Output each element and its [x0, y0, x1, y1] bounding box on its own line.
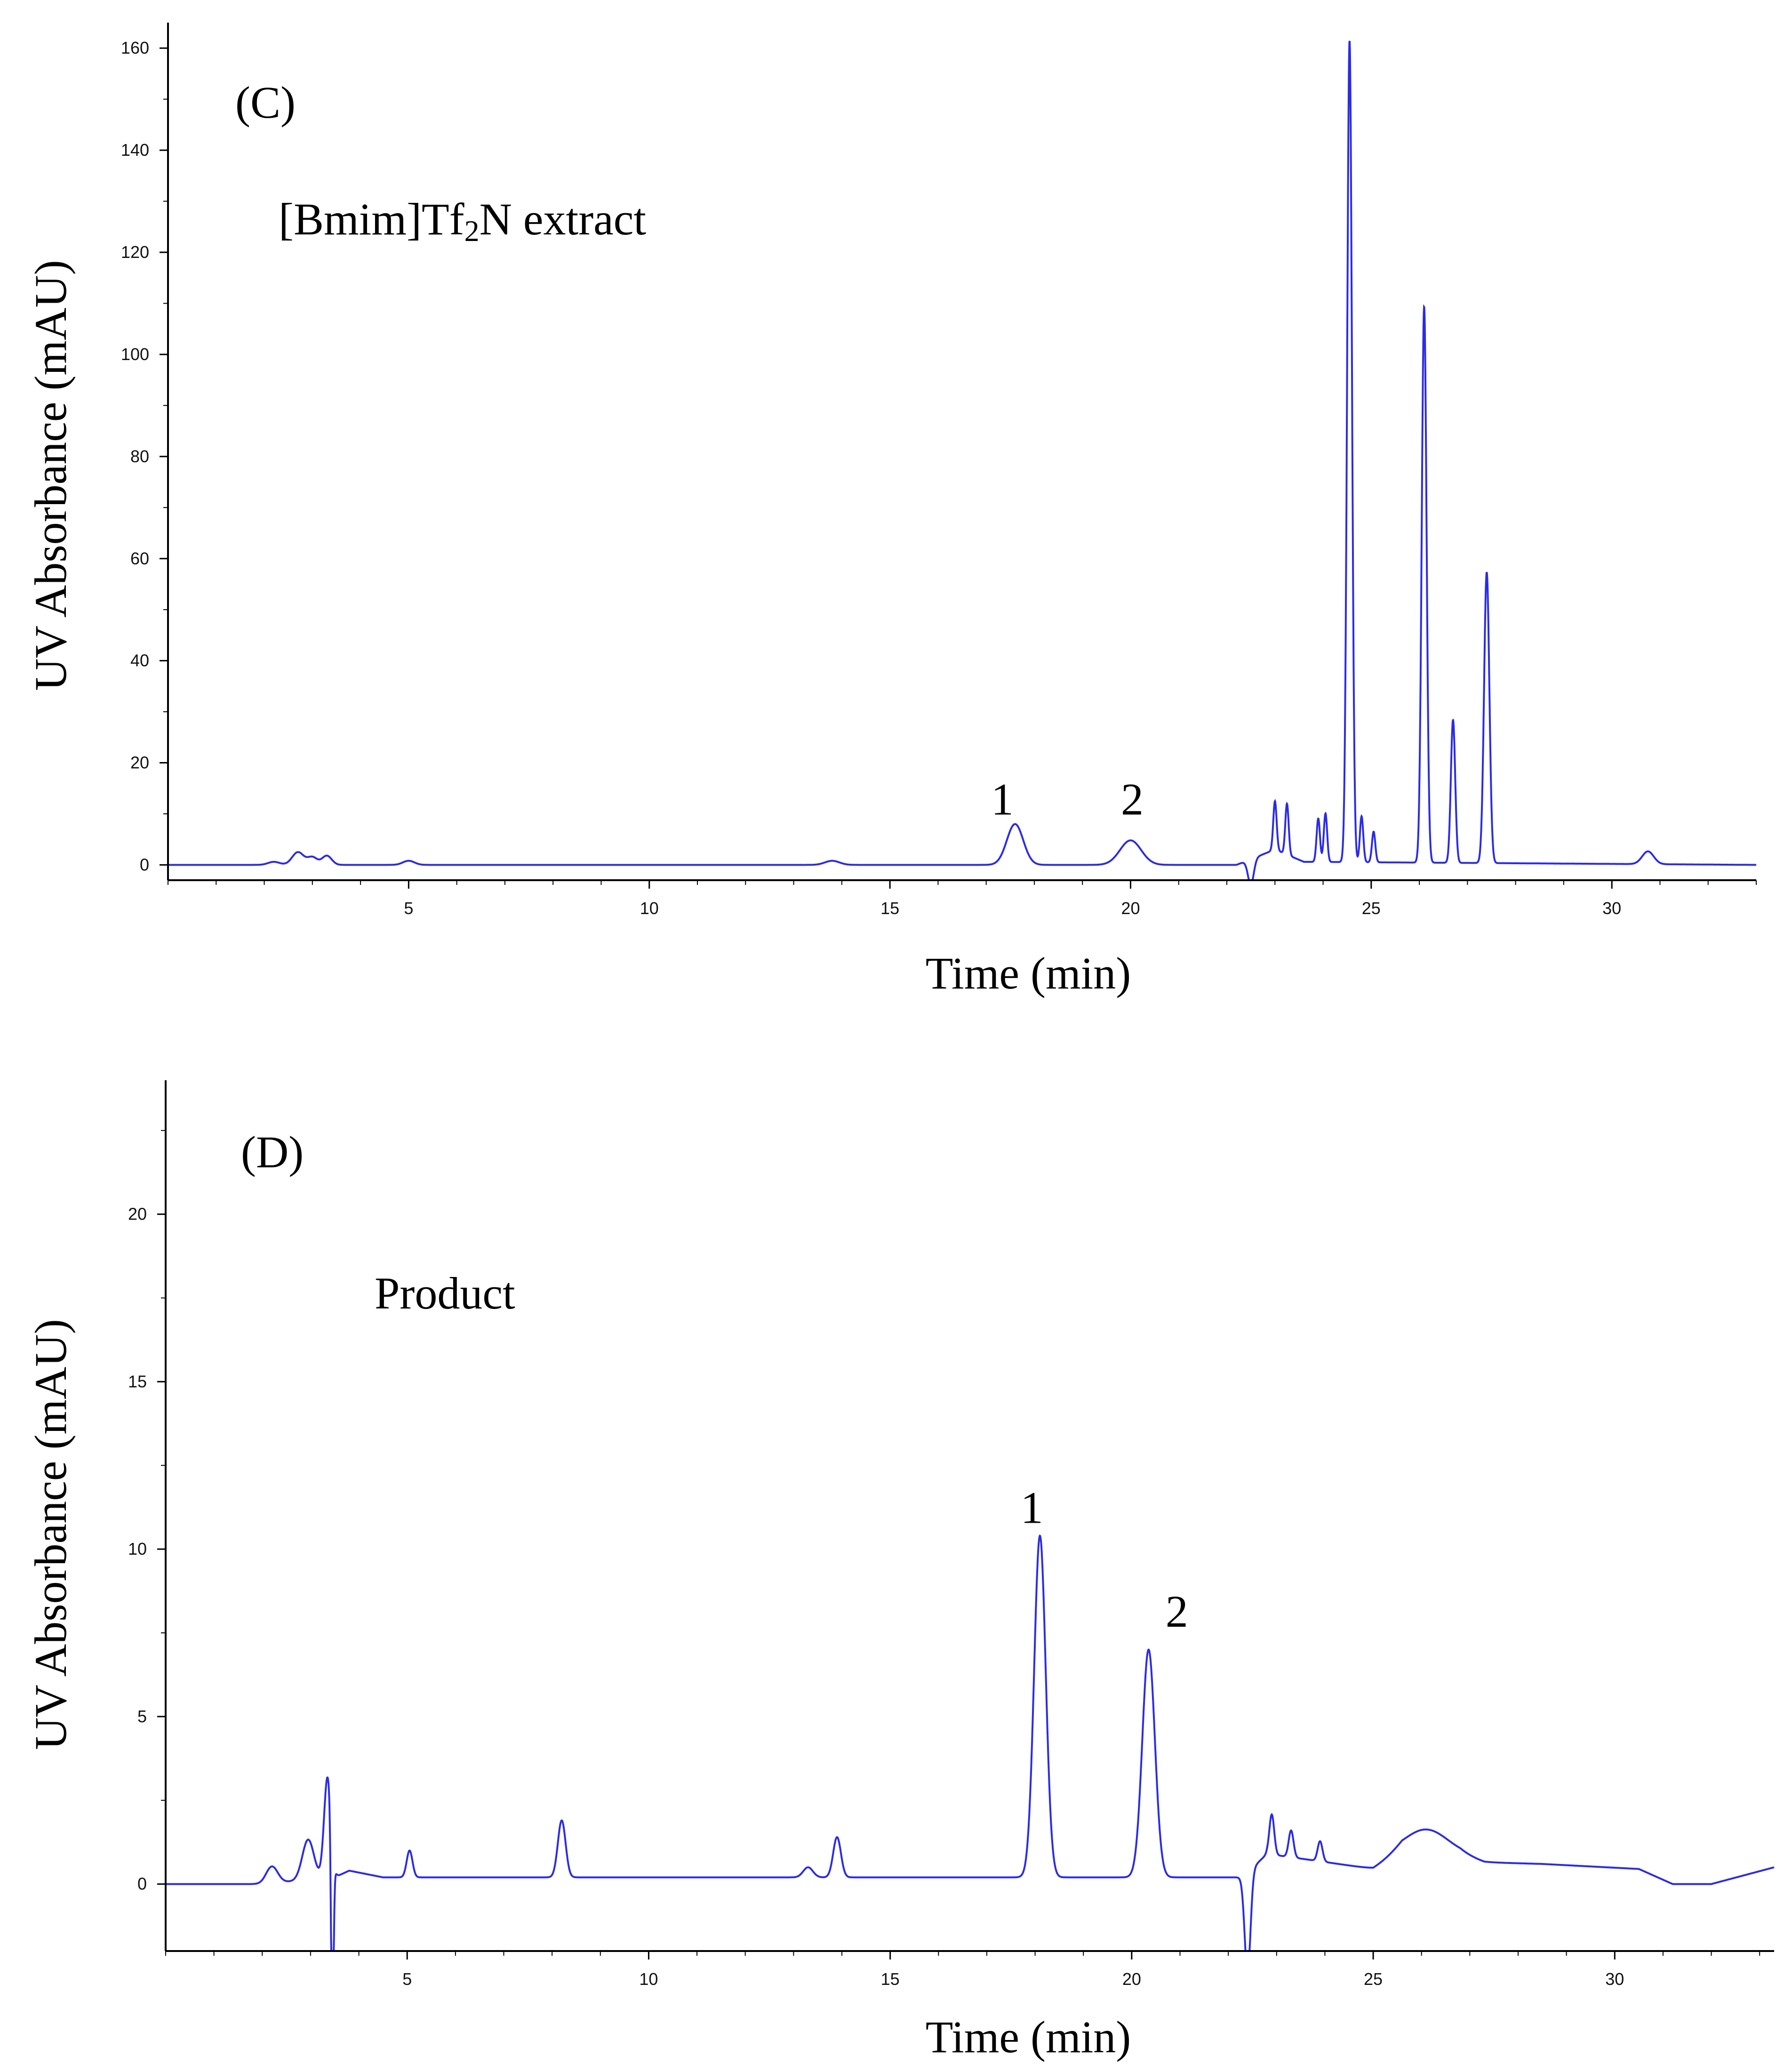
x-tick-label: 5	[404, 899, 413, 918]
panel-d-label: (D)	[241, 1127, 304, 1177]
x-tick-label: 20	[1121, 899, 1140, 918]
panel-c-y-axis-title: UV Absorbance (mAU)	[25, 260, 76, 691]
panel-c-annotation-prefix: [Bmim]Tf	[279, 194, 464, 244]
y-tick-label: 40	[130, 651, 149, 670]
peak-label: 2	[1121, 774, 1144, 825]
y-tick-label: 20	[128, 1205, 147, 1224]
panel-c-annotation-suffix: N extract	[480, 194, 647, 244]
y-tick-label: 20	[130, 753, 149, 772]
x-tick-label: 25	[1364, 1969, 1383, 1989]
panel-c-axis-ticks: 5 10 15 20 25 30 0 20 40 60 80 100 120 140 160	[121, 38, 1757, 918]
x-tick-label: 25	[1362, 899, 1381, 918]
x-tick-label: 30	[1605, 1969, 1624, 1989]
x-tick-label: 10	[639, 1969, 658, 1989]
panel-d-plot-area: 12	[166, 1483, 1775, 1952]
panel-d-annotation-prefix: Product	[375, 1268, 515, 1318]
y-tick-label: 15	[128, 1372, 147, 1391]
chromatogram-trace	[166, 1534, 1775, 1952]
y-tick-label: 80	[130, 447, 149, 466]
chromatogram-trace	[168, 40, 1756, 881]
x-tick-label: 30	[1602, 899, 1621, 918]
peak-label: 1	[991, 774, 1014, 825]
y-tick-label: 0	[140, 855, 149, 874]
x-tick-label: 15	[881, 1969, 900, 1989]
y-tick-label: 10	[128, 1539, 147, 1558]
x-tick-label: 10	[640, 899, 659, 918]
peak-label: 2	[1166, 1586, 1188, 1637]
panel-c-label: (C)	[235, 77, 296, 128]
y-tick-label: 100	[121, 345, 149, 364]
y-tick-label: 160	[121, 38, 149, 57]
y-tick-label: 120	[121, 242, 149, 262]
x-tick-label: 20	[1122, 1969, 1141, 1989]
panel-d-axis-ticks: 5 10 15 20 25 30 0 5 10 15 20	[128, 1130, 1760, 1989]
panel-d-annotation: Product	[375, 1268, 515, 1318]
panel-c-x-axis-title: Time (min)	[926, 948, 1131, 998]
y-tick-label: 60	[130, 549, 149, 568]
y-tick-label: 0	[137, 1874, 147, 1894]
x-tick-label: 15	[880, 899, 899, 918]
panel-d-x-axis-title: Time (min)	[926, 2012, 1131, 2062]
y-tick-label: 140	[121, 140, 149, 160]
peak-label: 1	[1021, 1483, 1043, 1533]
panel-c-annotation-subscript: 2	[464, 214, 480, 248]
panel-d-y-axis-title: UV Absorbance (mAU)	[25, 1319, 76, 1750]
x-tick-label: 5	[402, 1969, 412, 1989]
y-tick-label: 5	[137, 1707, 147, 1726]
panel-c-annotation: [Bmim]Tf2N extract	[279, 194, 646, 248]
